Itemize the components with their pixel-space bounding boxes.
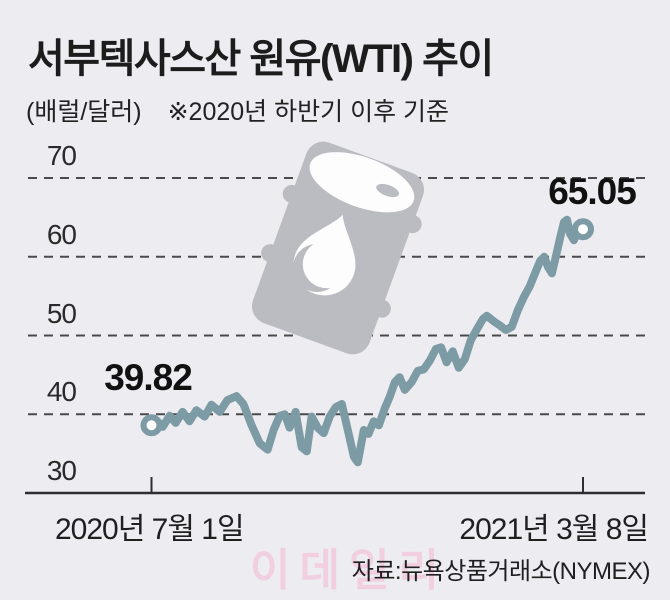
- chart-title: 서부텍사스산 원유(WTI) 추이: [28, 37, 494, 81]
- price-line: [147, 215, 587, 467]
- y-tick-label: 50: [46, 297, 77, 329]
- barrel-bung-hole: [376, 183, 400, 198]
- y-tick-label: 30: [46, 455, 77, 486]
- end-point-marker: [572, 218, 594, 241]
- end-value-label: 65.05: [548, 171, 637, 212]
- oil-barrel-icon: [251, 141, 425, 355]
- x-axis-start-label: 2020년 7월 1일: [55, 513, 245, 546]
- y-tick-label: 70: [46, 140, 77, 171]
- edaily-watermark-logo: 이데일리: [250, 546, 448, 595]
- chart-subtitle: (배럴/달러) ※2020년 하반기 이후 기준: [26, 92, 646, 128]
- start-value-label: 39.82: [104, 357, 193, 398]
- start-point-marker: [140, 414, 163, 437]
- barrel-top-opening: [309, 152, 415, 213]
- x-axis-ticks: [150, 477, 584, 492]
- y-tick-label: 40: [46, 376, 77, 408]
- unit-label: (배럴/달러): [26, 98, 142, 126]
- basis-note: ※2020년 하반기 이후 기준: [167, 98, 450, 126]
- source-label: 자료:뉴욕상품거래소(NYMEX): [351, 558, 651, 585]
- y-tick-label: 60: [46, 218, 77, 250]
- oil-drop-icon: [292, 214, 356, 296]
- x-axis-end-label: 2021년 3월 8일: [459, 513, 649, 546]
